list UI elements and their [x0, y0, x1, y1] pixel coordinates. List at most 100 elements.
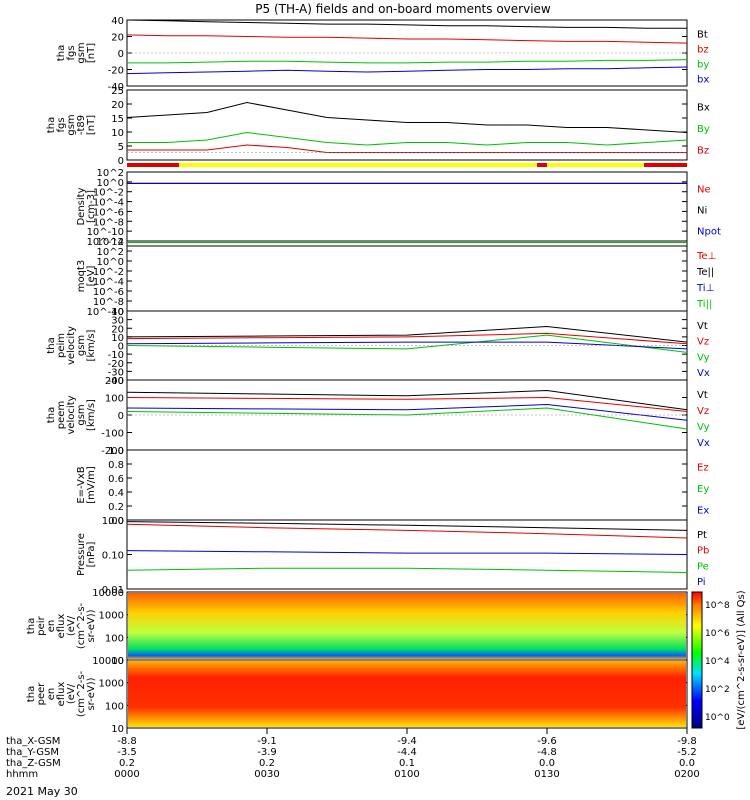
y-axis-label: Pressure [nPa] [76, 533, 97, 576]
y-axis-label-line: E=-VxB [76, 466, 87, 503]
y-tick-label: 5 [118, 142, 124, 153]
y-axis-label: E=-VxB [mV/m] [76, 466, 97, 504]
y-tick-label: 10^2 [97, 168, 124, 179]
y-tick-label: 10^-4 [93, 198, 124, 209]
panel-10: 10000 1000 100 10 tha peer en eflux (eV/(cm^2-s-… [26, 656, 688, 735]
y-tick-label: 10000 [92, 656, 124, 667]
legend-Bx: Bx [697, 103, 710, 114]
y-axis-label: tha fgs gsm -t89 [nT] [46, 114, 97, 135]
y-axis-label: tha peim velocity gsm [km/s] [46, 326, 97, 365]
ephemeris-value: -5.2 [677, 747, 697, 758]
mode-segment [537, 163, 547, 167]
y-axis-label-line: tha [26, 618, 37, 634]
series-line-bx [126, 66, 688, 75]
y-tick-label: 10^-8 [93, 217, 124, 228]
y-axis-label-line: [nPa] [86, 541, 97, 567]
y-axis-label-line: sr-eV)) [86, 677, 97, 710]
ephemeris-value: 0.0 [679, 758, 695, 769]
legend-Vt: Vt [697, 390, 708, 401]
y-tick-label: 0 [118, 411, 124, 422]
y-tick-label: 0.01 [102, 585, 124, 596]
y-tick-label: -40 [108, 82, 124, 93]
y-tick-label: 1.0 [108, 446, 124, 457]
ephemeris-value: 0.2 [259, 758, 275, 769]
y-axis-label-line: [nT] [86, 43, 97, 63]
legend-Ey: Ey [697, 484, 709, 495]
series-line-Vx [126, 341, 688, 350]
legend-Te||: Te|| [696, 267, 714, 278]
y-tick-label: 0 [118, 156, 124, 167]
ephemeris-value: 0.1 [399, 758, 415, 769]
y-axis-label: moqt3 [eV] [76, 260, 97, 293]
legend-Pt: Pt [697, 530, 707, 541]
y-tick-label: 10 [111, 724, 124, 735]
series-line-bz [126, 34, 688, 44]
y-axis-label-line: eflux [56, 682, 67, 707]
legend-Ne: Ne [697, 185, 711, 196]
y-tick-label: 10 [111, 656, 124, 667]
ephemeris-value: -9.1 [257, 736, 277, 747]
legend-Ni: Ni [697, 206, 707, 217]
legend-by: by [697, 60, 709, 71]
legend-Te⊥: Te⊥ [696, 251, 716, 262]
colorbar-tick-label: 10^6 [705, 629, 730, 639]
y-axis-label-line: tha [46, 337, 57, 353]
y-tick-label: 20 [111, 100, 124, 111]
ephemeris-value: 0030 [254, 769, 279, 780]
legend-By: By [697, 124, 710, 135]
legend-Vy: Vy [697, 422, 710, 433]
y-axis-label-line: (cm^2-s- [76, 670, 87, 717]
legend-Vz: Vz [697, 337, 709, 348]
y-tick-label: 15 [111, 114, 124, 125]
ephemeris-value: -9.6 [537, 736, 557, 747]
ephemeris-row-label: tha_Z-GSM [6, 758, 61, 769]
y-axis-label: tha peem velocity gsm [km/s] [46, 395, 97, 434]
ephemeris-value: 0.0 [539, 758, 555, 769]
y-axis-label-line: (cm^2-s- [76, 602, 87, 649]
y-tick-label: 0.0 [108, 516, 124, 527]
y-tick-label: 10^-2 [93, 188, 124, 199]
colorbar-tick-label: 10^4 [705, 657, 730, 667]
series-line-By [127, 131, 688, 146]
colorbar-tick-label: 10^2 [705, 685, 730, 695]
y-axis-label-line: Pressure [76, 533, 87, 576]
ephemeris-value: -8.8 [117, 736, 137, 747]
y-tick-label: 1000 [99, 611, 124, 622]
ephemeris-row-label: tha_Y-GSM [6, 747, 59, 758]
y-axis-label-line: tha [56, 45, 67, 61]
y-tick-label: 10^-2 [93, 267, 124, 278]
y-axis-label-line: gsm [76, 42, 87, 63]
y-tick-label: -20 [108, 359, 124, 370]
y-tick-label: 20 [111, 324, 124, 335]
y-axis-label-line: [km/s] [86, 399, 97, 431]
ephemeris-value: -4.4 [397, 747, 417, 758]
y-tick-label: 10^2 [97, 247, 124, 258]
y-axis-label-line: gsm [76, 404, 87, 425]
ephemeris-value: 0000 [114, 769, 139, 780]
legend-Vt: Vt [697, 321, 708, 332]
panel-frame [126, 449, 688, 521]
y-axis-label: tha peer en eflux (eV/(cm^2-s-sr-eV)) [26, 670, 97, 717]
legend-Bt: Bt [697, 30, 708, 41]
y-tick-label: 10 [111, 333, 124, 344]
y-axis-label-line: eflux [56, 614, 67, 639]
y-axis-label-line: [cm-3] [86, 190, 97, 223]
y-tick-label: 10^-10 [87, 307, 124, 318]
mode-segment [644, 163, 687, 167]
y-axis-label-line: -t89 [76, 115, 87, 135]
y-axis-label-line: fgs [66, 45, 77, 60]
y-axis-label-line: peem [56, 401, 67, 429]
y-tick-label: 1000 [99, 679, 124, 690]
spectrogram [128, 593, 686, 659]
series-line-Vt [126, 389, 688, 411]
legend-Ti⊥: Ti⊥ [696, 283, 714, 294]
y-tick-label: 10^0 [97, 178, 124, 189]
y-axis-label-line: peer [36, 682, 47, 706]
y-axis-label-line: sr-eV)) [86, 609, 97, 642]
panel-frame [126, 89, 688, 161]
ephemeris-value: -9.8 [677, 736, 697, 747]
legend-Pb: Pb [697, 546, 709, 557]
series-line-Bz [127, 144, 687, 153]
figure-title: P5 (TH-A) fields and on-board moments ov… [255, 2, 551, 16]
